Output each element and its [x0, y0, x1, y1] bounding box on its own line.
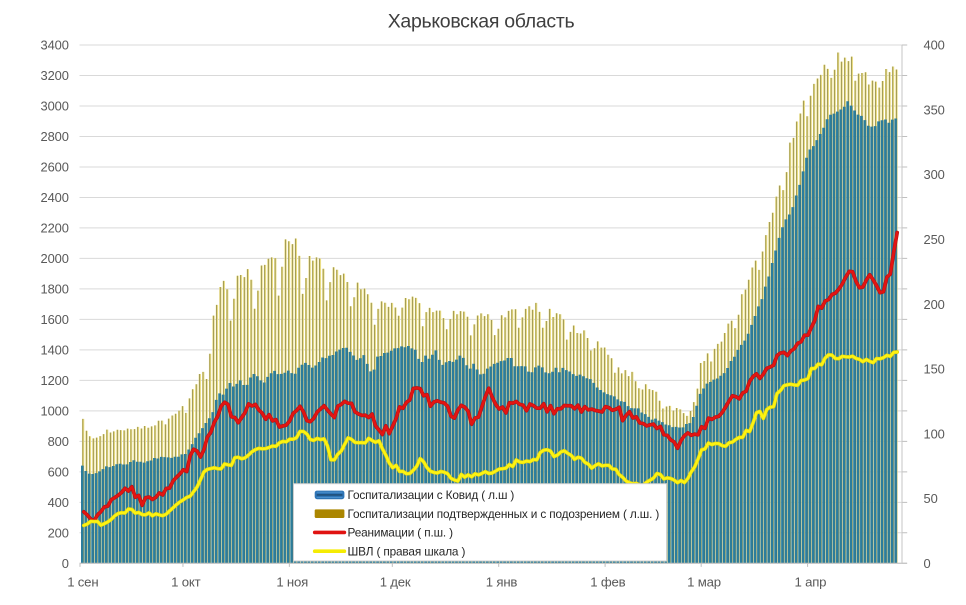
svg-text:1600: 1600 [41, 312, 69, 327]
svg-text:350: 350 [924, 102, 945, 117]
svg-text:600: 600 [48, 464, 69, 479]
svg-text:800: 800 [48, 434, 69, 449]
svg-text:400: 400 [48, 495, 69, 510]
svg-text:3000: 3000 [41, 99, 69, 114]
svg-text:200: 200 [48, 525, 69, 540]
svg-text:100: 100 [924, 426, 945, 441]
svg-text:1 дек: 1 дек [380, 574, 411, 589]
svg-text:300: 300 [924, 167, 945, 182]
svg-text:Госпитализации с Ковид ( л.ш ): Госпитализации с Ковид ( л.ш ) [348, 488, 515, 502]
svg-text:1 янв: 1 янв [486, 574, 518, 589]
svg-text:50: 50 [924, 491, 938, 506]
svg-text:2800: 2800 [41, 129, 69, 144]
svg-text:1400: 1400 [41, 343, 69, 358]
svg-text:2600: 2600 [41, 160, 69, 175]
svg-text:Харьковская область: Харьковская область [388, 11, 575, 33]
svg-text:2000: 2000 [41, 251, 69, 266]
svg-text:150: 150 [924, 362, 945, 377]
svg-text:1 апр: 1 апр [794, 574, 826, 589]
svg-text:1 фев: 1 фев [590, 574, 625, 589]
svg-text:400: 400 [924, 38, 945, 53]
svg-text:250: 250 [924, 232, 945, 247]
svg-text:1 мар: 1 мар [687, 574, 721, 589]
svg-text:Реанимации ( п.ш. ): Реанимации ( п.ш. ) [348, 526, 454, 540]
svg-text:1 окт: 1 окт [171, 574, 200, 589]
svg-text:200: 200 [924, 297, 945, 312]
svg-text:0: 0 [924, 556, 931, 571]
svg-text:3200: 3200 [41, 68, 69, 83]
svg-text:ШВЛ ( правая шкала ): ШВЛ ( правая шкала ) [348, 545, 466, 559]
svg-text:0: 0 [62, 556, 69, 571]
svg-text:3400: 3400 [41, 38, 69, 53]
svg-text:Госпитализации подтвержденных: Госпитализации подтвержденных и с подозр… [348, 507, 660, 521]
svg-text:2200: 2200 [41, 221, 69, 236]
svg-text:1 ноя: 1 ноя [276, 574, 308, 589]
svg-text:1000: 1000 [41, 404, 69, 419]
svg-text:2400: 2400 [41, 190, 69, 205]
svg-text:1800: 1800 [41, 282, 69, 297]
svg-text:1200: 1200 [41, 373, 69, 388]
svg-text:1 сен: 1 сен [67, 574, 98, 589]
